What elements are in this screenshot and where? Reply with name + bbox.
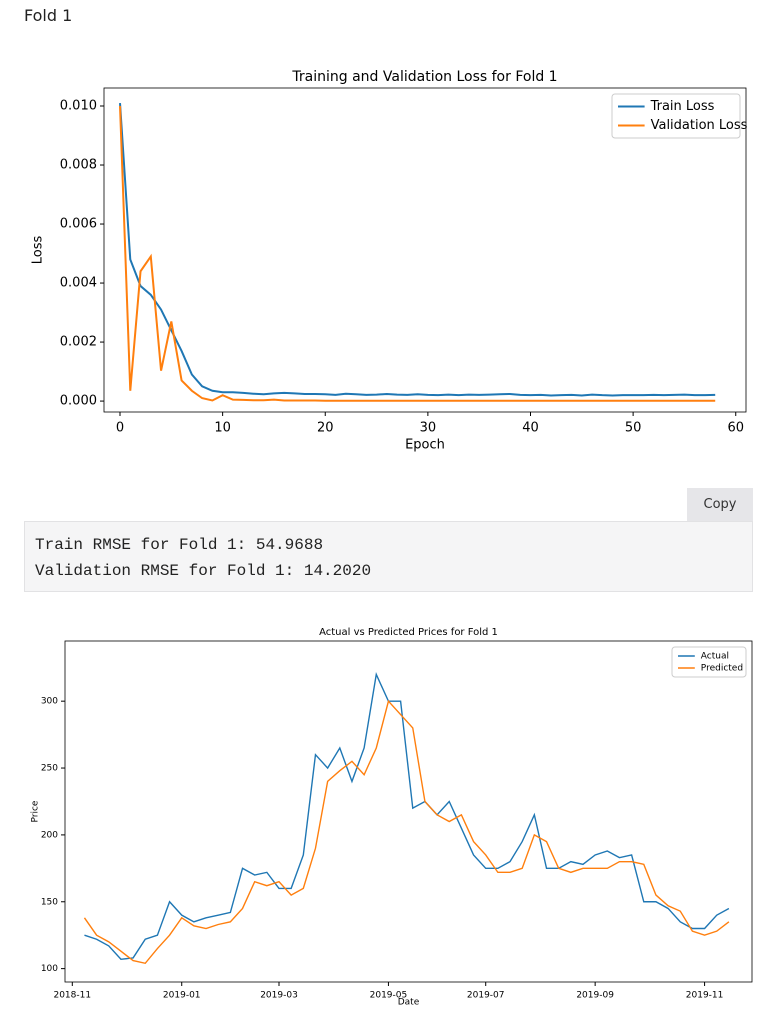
x-tick-label: 0 bbox=[116, 421, 124, 436]
x-tick-label: 2019-05 bbox=[370, 991, 408, 1001]
series-line bbox=[83, 699, 730, 965]
y-tick-label: 0.004 bbox=[60, 276, 97, 291]
x-tick-label: 30 bbox=[420, 421, 437, 436]
y-tick-label: 0.010 bbox=[60, 99, 97, 114]
x-tick-label: 2019-03 bbox=[260, 991, 298, 1001]
legend-label: Validation Loss bbox=[651, 118, 748, 133]
x-tick-label: 10 bbox=[214, 421, 231, 436]
y-tick-label: 0.008 bbox=[60, 158, 97, 173]
series-line bbox=[119, 102, 716, 397]
y-tick-label: 200 bbox=[41, 830, 58, 840]
y-tick-label: 300 bbox=[41, 697, 58, 707]
x-tick-label: 2019-07 bbox=[467, 991, 505, 1001]
y-axis-label: Price bbox=[31, 800, 41, 822]
legend-box bbox=[611, 93, 741, 139]
x-tick-label: 2019-09 bbox=[576, 991, 614, 1001]
legend-label: Train Loss bbox=[650, 99, 715, 114]
y-tick-label: 0.000 bbox=[60, 394, 97, 409]
y-tick-label: 0.002 bbox=[60, 335, 97, 350]
series-line bbox=[119, 105, 716, 402]
chart-title: Actual vs Predicted Prices for Fold 1 bbox=[319, 627, 498, 638]
x-tick-label: 2019-11 bbox=[686, 991, 724, 1001]
legend-label: Actual bbox=[701, 652, 729, 662]
output-line: Validation RMSE for Fold 1: 14.2020 bbox=[35, 562, 372, 580]
y-tick-label: 250 bbox=[41, 764, 58, 774]
copy-button[interactable]: Copy bbox=[687, 488, 753, 521]
series-line bbox=[84, 672, 730, 961]
legend-label: Predicted bbox=[701, 664, 743, 674]
x-tick-label: 20 bbox=[317, 421, 334, 436]
output-block: Train RMSE for Fold 1: 54.9688 Validatio… bbox=[24, 521, 753, 592]
y-axis-label: Loss bbox=[31, 236, 46, 265]
y-tick-label: 100 bbox=[41, 964, 58, 974]
y-tick-label: 0.006 bbox=[60, 217, 97, 232]
output-line: Train RMSE for Fold 1: 54.9688 bbox=[35, 536, 324, 554]
heading: Fold 1 bbox=[24, 6, 73, 25]
plot-frame bbox=[64, 640, 753, 983]
y-tick-label: 150 bbox=[41, 897, 58, 907]
plot-frame bbox=[103, 87, 747, 413]
x-tick-label: 2018-11 bbox=[53, 991, 91, 1001]
x-axis-label: Date bbox=[398, 998, 420, 1008]
legend-box bbox=[671, 646, 747, 678]
chart-title: Training and Validation Loss for Fold 1 bbox=[291, 69, 557, 85]
x-tick-label: 50 bbox=[625, 421, 642, 436]
x-tick-label: 40 bbox=[522, 421, 539, 436]
x-axis-label: Epoch bbox=[405, 438, 445, 453]
x-tick-label: 2019-01 bbox=[163, 991, 201, 1001]
x-tick-label: 60 bbox=[727, 421, 744, 436]
